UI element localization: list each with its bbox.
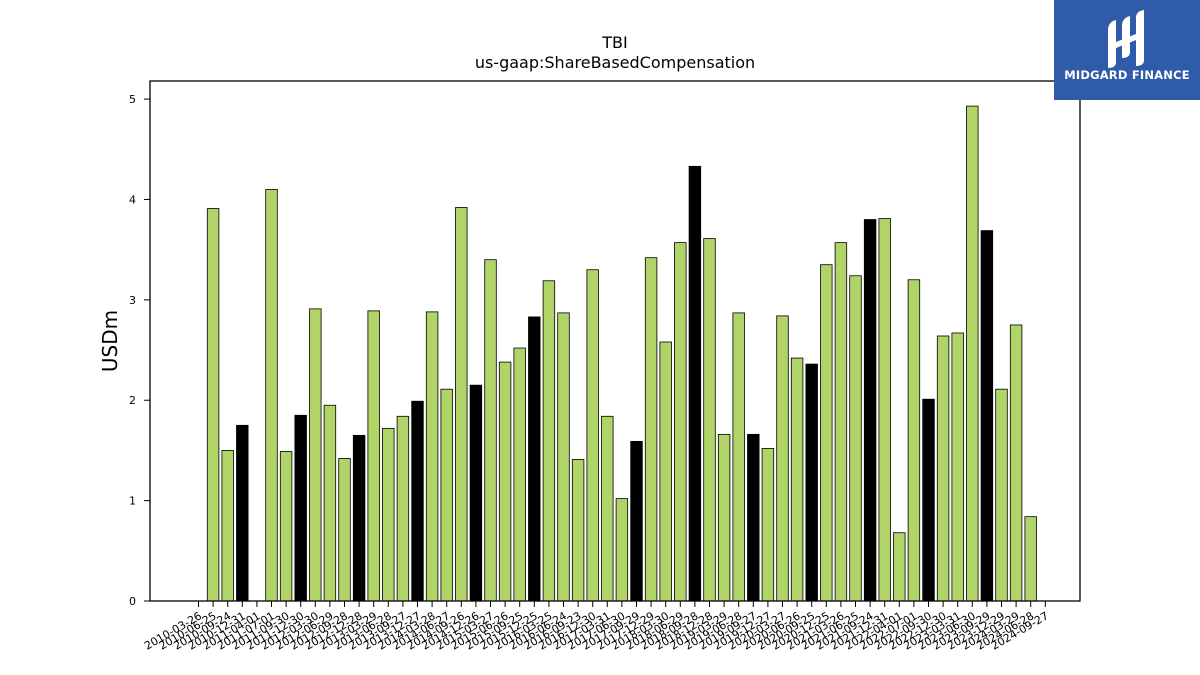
- bar-2019-06-28: [732, 312, 745, 602]
- bar-2013-06-28: [382, 427, 395, 602]
- bar-2017-06-30: [615, 498, 629, 602]
- bar-2012-09-28: [338, 458, 351, 602]
- bar-2020-12-25: [820, 264, 833, 602]
- bar-2010-12-31: [236, 424, 249, 602]
- bar-2023-03-31: [951, 332, 964, 602]
- y-tick-label: 3: [129, 294, 136, 307]
- y-tick-label: 0: [129, 595, 136, 608]
- bar-2017-09-29: [630, 440, 643, 602]
- x-axis: 2010-03-262010-06-252010-09-242010-12-31…: [142, 601, 1051, 653]
- bar-2016-06-24: [557, 312, 570, 602]
- chart-subtitle: us-gaap:ShareBasedCompensation: [475, 53, 755, 72]
- bar-2011-09-30: [279, 451, 293, 602]
- bar-2021-12-31: [878, 218, 891, 602]
- bar-2023-12-29: [995, 388, 1008, 602]
- midgard-logo-icon: [1108, 10, 1144, 68]
- bar-2017-03-31: [601, 415, 614, 602]
- bars-group: [206, 105, 1037, 602]
- bar-2018-09-28: [688, 165, 702, 602]
- bar-2012-12-28: [352, 434, 366, 602]
- bar-2013-12-27: [411, 400, 424, 602]
- bar-2023-09-29: [980, 230, 994, 602]
- bar-2016-12-30: [586, 269, 599, 602]
- bar-2022-12-30: [936, 335, 950, 602]
- bar-2019-12-27: [761, 448, 775, 602]
- bar-2021-06-25: [849, 275, 862, 602]
- bar-2013-09-27: [396, 415, 410, 602]
- bar-2019-03-29: [717, 433, 731, 602]
- bar-2021-03-26: [834, 242, 848, 602]
- y-tick-label: 1: [129, 495, 136, 508]
- bar-2017-12-29: [644, 257, 658, 602]
- bar-2014-09-26: [455, 207, 468, 602]
- bar-2020-09-25: [805, 363, 818, 602]
- bar-2015-12-25: [528, 316, 541, 602]
- bar-2018-03-30: [659, 341, 672, 602]
- bar-2015-03-27: [484, 259, 497, 602]
- plot-frame: [149, 80, 1081, 602]
- y-axis-label: USDm: [98, 310, 122, 372]
- bar-2010-06-25: [206, 208, 220, 602]
- bar-2011-12-30: [294, 414, 307, 602]
- bar-2016-03-25: [542, 280, 556, 602]
- y-tick-label: 5: [129, 93, 136, 106]
- bar-2019-09-27: [747, 433, 760, 602]
- bar-2024-06-28: [1024, 516, 1037, 602]
- bar-2012-06-29: [323, 404, 337, 602]
- bar-2022-09-30: [922, 398, 935, 602]
- bar-2012-03-30: [309, 308, 322, 602]
- bar-2014-06-27: [440, 388, 453, 602]
- bar-2022-07-01: [907, 279, 921, 602]
- y-axis: 0 1 2 3 4 5: [129, 93, 150, 608]
- bar-2023-06-30: [966, 105, 979, 602]
- bar-2015-06-26: [498, 361, 512, 602]
- bar-2015-09-25: [513, 347, 526, 602]
- bar-2014-12-26: [469, 384, 483, 602]
- bar-2011-07-01: [265, 189, 278, 602]
- bar-2013-03-29: [367, 310, 380, 602]
- y-tick-label: 4: [129, 193, 136, 206]
- chart-title: TBI: [601, 33, 627, 52]
- bar-2022-04-01: [893, 532, 906, 602]
- midgard-finance-logo: MIDGARD FINANCE: [1054, 0, 1200, 100]
- brand-name: MIDGARD FINANCE: [1064, 68, 1190, 82]
- bar-2018-06-29: [674, 242, 687, 602]
- bar-2020-03-27: [776, 315, 789, 602]
- bar-2024-03-29: [1009, 324, 1023, 602]
- bar-2020-06-26: [790, 357, 804, 602]
- bar-2021-09-24: [863, 219, 877, 602]
- bar-2018-12-28: [703, 238, 716, 602]
- bar-2010-09-24: [221, 450, 234, 602]
- bar-2014-03-28: [425, 311, 439, 602]
- bar-2016-09-23: [571, 459, 585, 602]
- y-tick-label: 2: [129, 394, 136, 407]
